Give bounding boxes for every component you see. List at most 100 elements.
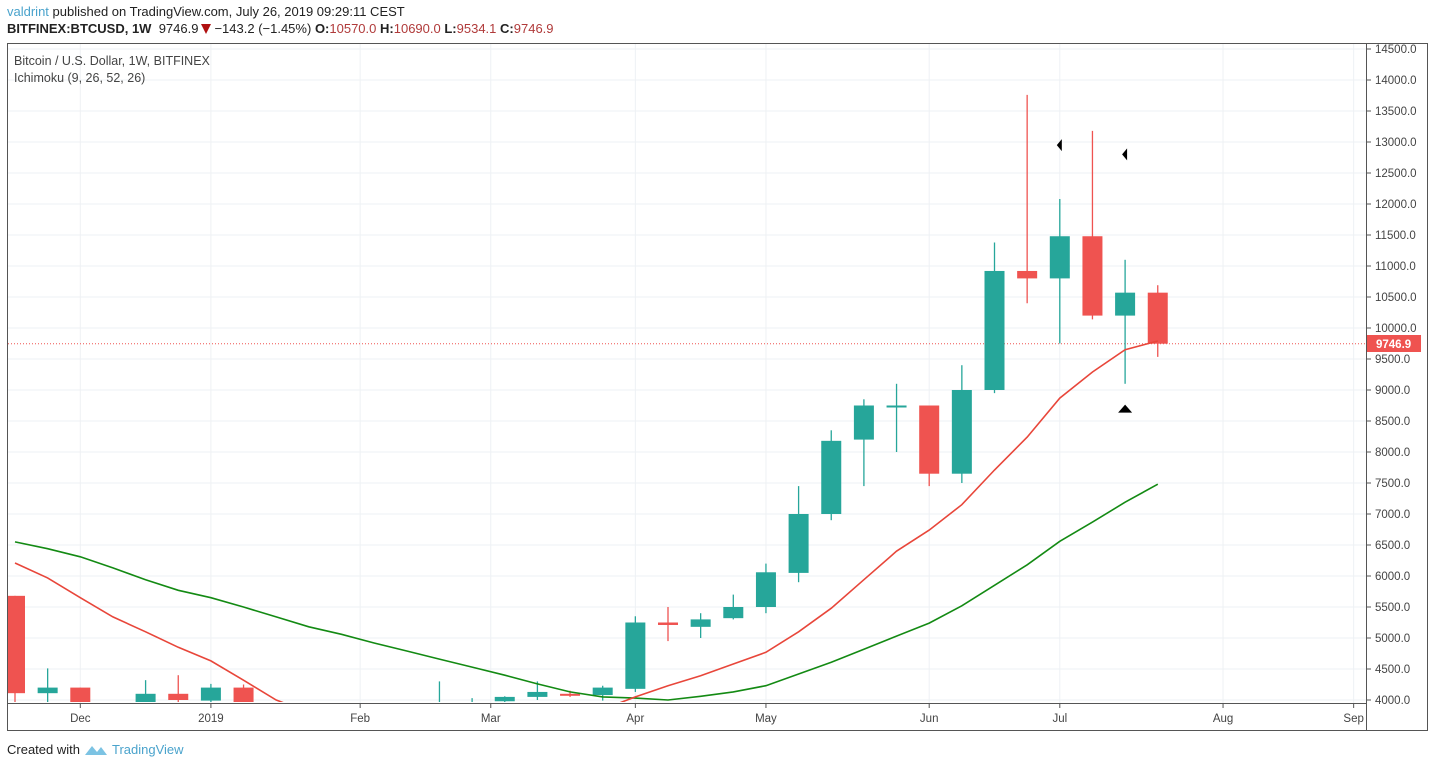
candle	[853, 399, 874, 487]
y-tick-label: 11500.0	[1375, 230, 1416, 242]
candle	[233, 684, 254, 702]
candle	[471, 698, 473, 702]
x-tick-label: Jun	[920, 713, 939, 725]
candle	[1082, 130, 1103, 320]
publish-text: published on TradingView.com, July 26, 2…	[48, 4, 405, 19]
symbol-label: BITFINEX:BTCUSD, 1W	[7, 21, 152, 36]
footer: Created with TradingView	[7, 742, 184, 757]
y-tick-label: 14500.0	[1375, 44, 1417, 56]
candle-body	[1115, 292, 1136, 316]
candle-body	[821, 440, 842, 514]
candle-body	[690, 619, 711, 627]
candle	[690, 613, 711, 638]
author-link[interactable]: valdrint	[7, 4, 49, 19]
candle-body	[8, 595, 25, 694]
created-with-text: Created with	[7, 742, 80, 757]
candle	[886, 383, 907, 452]
candle	[135, 680, 156, 702]
y-tick-label: 7000.0	[1375, 509, 1410, 521]
candle-body	[592, 687, 613, 696]
y-tick-label: 6000.0	[1375, 571, 1410, 583]
candle-body	[919, 405, 940, 474]
candle-body	[168, 693, 189, 700]
price-change: −143.2 (−1.45%)	[214, 21, 312, 36]
candle	[37, 668, 58, 702]
y-tick-label: 5500.0	[1375, 602, 1410, 614]
y-tick-label: 6500.0	[1375, 540, 1410, 552]
tradingview-brand[interactable]: TradingView	[111, 742, 184, 757]
x-tick-label: Sep	[1343, 713, 1363, 725]
chart-frame	[7, 43, 1428, 731]
publish-info: valdrint published on TradingView.com, J…	[7, 4, 405, 19]
y-tick-label: 12000.0	[1375, 199, 1417, 211]
y-tick-label: 11000.0	[1375, 261, 1416, 273]
candle-body	[135, 693, 156, 702]
last-price-badge	[1367, 335, 1421, 352]
close-value: 9746.9	[513, 21, 554, 36]
candle	[494, 696, 515, 702]
left-triangle-marker-icon	[1056, 139, 1062, 152]
high-value: 10690.0	[393, 21, 441, 36]
conversion-line	[619, 340, 1159, 702]
legend-title: Bitcoin / U.S. Dollar, 1W, BITFINEX	[14, 54, 210, 68]
y-tick-label: 10500.0	[1375, 292, 1417, 304]
x-tick-label: Feb	[350, 713, 370, 725]
left-triangle-marker-icon	[1122, 148, 1128, 161]
candle-body	[723, 607, 744, 619]
y-tick-label: 8000.0	[1375, 447, 1410, 459]
x-tick-label: Apr	[626, 713, 644, 725]
candle-body	[527, 691, 548, 697]
up-triangle-marker-icon	[1118, 404, 1133, 413]
candle-body	[233, 687, 254, 702]
y-tick-label: 13000.0	[1375, 137, 1417, 149]
candle-body	[755, 572, 776, 607]
legend-indicator[interactable]: Ichimoku (9, 26, 52, 26)	[14, 71, 146, 85]
x-tick-label: May	[755, 713, 777, 725]
candle	[723, 594, 744, 620]
x-tick-label: Jul	[1052, 713, 1067, 725]
candle	[8, 595, 25, 702]
candle-body	[70, 687, 91, 702]
candle	[200, 683, 221, 702]
down-triangle-icon	[201, 24, 212, 34]
candle	[1049, 199, 1070, 344]
candle	[625, 616, 646, 692]
candle-body	[1147, 292, 1168, 344]
candle	[821, 430, 842, 521]
candle	[788, 486, 809, 583]
symbol-info: BITFINEX:BTCUSD, 1W 9746.9 −143.2 (−1.45%…	[7, 21, 554, 36]
candle-body	[658, 622, 678, 625]
plot-area	[8, 94, 1365, 702]
x-tick-label: Mar	[481, 713, 501, 725]
y-tick-label: 4000.0	[1375, 695, 1410, 707]
y-tick-label: 10000.0	[1375, 323, 1417, 335]
y-tick-label: 12500.0	[1375, 168, 1417, 180]
time-axis[interactable]: Dec 2019 Feb Mar Apr May Jun Jul Aug Sep	[70, 703, 1364, 725]
candle	[755, 563, 776, 614]
last-price-text: 9746.9	[1376, 339, 1411, 351]
grid	[8, 44, 1366, 703]
candle-body	[200, 687, 221, 701]
candle	[1147, 285, 1168, 357]
candle-body	[625, 622, 646, 689]
candle-body	[853, 405, 874, 440]
candle	[984, 242, 1005, 394]
base-line	[14, 483, 1159, 701]
y-tick-label: 8500.0	[1375, 416, 1410, 428]
chart-legend: Bitcoin / U.S. Dollar, 1W, BITFINEX Ichi…	[14, 53, 210, 87]
candle	[1017, 94, 1038, 304]
candle	[951, 365, 972, 483]
candle-body	[1082, 236, 1103, 316]
tradingview-logo-icon	[84, 745, 107, 755]
price-axis[interactable]: 4000.0 4500.0 5000.0 5500.0 6000.0 6500.0 7000…	[1366, 44, 1417, 707]
candle-body	[886, 405, 907, 408]
candle-body	[1017, 270, 1038, 279]
candle	[168, 675, 189, 702]
x-tick-label: Dec	[70, 713, 91, 725]
last-price-label: 9746.9	[1367, 335, 1421, 352]
open-label: O:	[314, 21, 330, 36]
conversion-line	[14, 562, 284, 702]
candle	[592, 685, 613, 701]
x-tick-label: 2019	[198, 713, 224, 725]
